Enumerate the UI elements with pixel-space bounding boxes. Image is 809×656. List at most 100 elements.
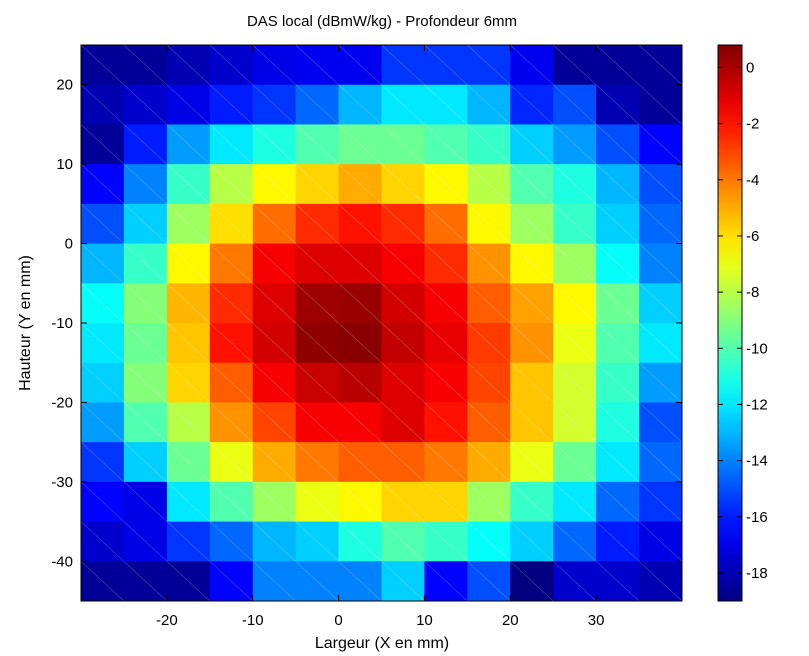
heatmap-cell xyxy=(209,442,254,483)
cell-diagonal xyxy=(510,163,554,205)
heatmap-cell xyxy=(381,362,425,403)
heatmap-cell xyxy=(166,243,211,284)
heatmap-cell xyxy=(295,362,339,403)
cell-diagonal xyxy=(510,84,554,125)
heatmap-cell xyxy=(467,481,511,522)
heatmap-cell xyxy=(123,84,168,125)
heatmap-cell xyxy=(553,164,597,205)
heatmap-cell xyxy=(596,521,640,562)
heatmap-cell xyxy=(467,283,511,324)
heatmap-cell xyxy=(209,84,254,125)
heatmap-cell xyxy=(123,164,168,205)
cell-diagonal xyxy=(80,481,125,522)
x-tick-label: 10 xyxy=(416,612,433,629)
colorbar-tick-label: -10 xyxy=(746,340,768,357)
cell-diagonal xyxy=(80,44,125,85)
y-tick-label: -30 xyxy=(51,474,73,491)
cell-diagonal xyxy=(424,203,468,244)
x-tick-label: 0 xyxy=(334,612,342,629)
cell-diagonal xyxy=(510,44,554,85)
cell-diagonal xyxy=(166,561,210,602)
heatmap-cell xyxy=(252,481,297,522)
heatmap-cell xyxy=(381,243,425,284)
heatmap-cell xyxy=(381,45,425,86)
heatmap-cell xyxy=(81,481,125,522)
cell-diagonal xyxy=(123,163,168,205)
cell-diagonal xyxy=(467,243,511,284)
heatmap-cell xyxy=(252,362,297,403)
heatmap-cell xyxy=(252,45,297,86)
colorbar-tick-label: -6 xyxy=(746,228,759,245)
heatmap-cell xyxy=(209,362,254,403)
cell-diagonal xyxy=(553,481,597,522)
heatmap-cell xyxy=(381,481,425,522)
cell-diagonal xyxy=(295,243,339,284)
heatmap-cell xyxy=(467,203,511,244)
cell-diagonal xyxy=(295,124,339,165)
cell-diagonal xyxy=(123,243,168,284)
cell-diagonal xyxy=(510,402,554,443)
cell-diagonal xyxy=(338,441,382,483)
heatmap-cell xyxy=(424,45,468,86)
heatmap-cell xyxy=(252,323,297,364)
cell-diagonal xyxy=(123,124,168,165)
cell-diagonal xyxy=(595,561,640,602)
heatmap-cell xyxy=(510,521,554,562)
cell-diagonal xyxy=(381,203,425,244)
y-tick-label: -10 xyxy=(51,315,73,332)
colorbar-tick-label: -14 xyxy=(746,453,768,470)
cell-diagonal xyxy=(209,84,253,125)
heatmap-cell xyxy=(209,481,254,522)
cell-diagonal xyxy=(424,521,468,562)
cell-diagonal xyxy=(510,521,554,562)
heatmap-cell xyxy=(381,402,425,443)
cell-diagonal xyxy=(424,283,468,324)
heatmap-cell xyxy=(596,362,640,403)
cell-diagonal xyxy=(295,84,339,125)
cell-diagonal xyxy=(252,124,296,165)
cell-diagonal xyxy=(424,124,468,165)
cell-diagonal xyxy=(80,322,125,363)
heatmap-cell xyxy=(252,243,297,284)
cell-diagonal xyxy=(209,163,253,205)
heatmap-cell xyxy=(338,442,382,483)
heatmap-cell xyxy=(166,561,211,602)
cell-diagonal xyxy=(252,481,296,522)
heatmap-cell xyxy=(424,124,468,165)
heatmap-cell xyxy=(510,561,554,602)
heatmap-cell xyxy=(295,283,339,324)
heatmap-cell xyxy=(639,124,683,165)
cell-diagonal xyxy=(553,322,597,363)
cell-diagonal xyxy=(467,402,511,443)
y-axis-label: Hauteur (Y en mm) xyxy=(17,255,34,391)
heatmap-cell xyxy=(123,521,168,562)
cell-diagonal xyxy=(295,283,339,324)
heatmap-cell xyxy=(81,561,125,602)
cell-diagonal xyxy=(80,283,125,324)
cell-diagonal xyxy=(252,561,296,602)
heatmap-cell xyxy=(596,84,640,125)
cell-diagonal xyxy=(80,243,125,284)
heatmap-cell xyxy=(166,362,211,403)
cell-diagonal xyxy=(295,203,339,244)
heatmap-cell xyxy=(166,84,211,125)
cell-diagonal xyxy=(80,402,125,443)
cell-diagonal xyxy=(381,481,425,522)
heatmap-cell xyxy=(424,243,468,284)
cell-diagonal xyxy=(553,44,597,85)
cell-diagonal xyxy=(467,322,511,363)
cell-diagonal xyxy=(295,441,339,483)
heatmap-cell xyxy=(252,164,297,205)
heatmap-cell xyxy=(381,561,425,602)
cell-diagonal xyxy=(595,243,640,284)
cell-diagonal xyxy=(381,283,425,324)
heatmap-cell xyxy=(553,402,597,443)
cell-diagonal xyxy=(381,441,425,483)
cell-diagonal xyxy=(595,84,640,125)
cell-diagonal xyxy=(295,521,339,562)
heatmap-cell xyxy=(639,521,683,562)
y-tick-label: 0 xyxy=(65,236,73,253)
heatmap-cell xyxy=(381,521,425,562)
cell-diagonal xyxy=(295,163,339,205)
heatmap-cell xyxy=(295,402,339,443)
